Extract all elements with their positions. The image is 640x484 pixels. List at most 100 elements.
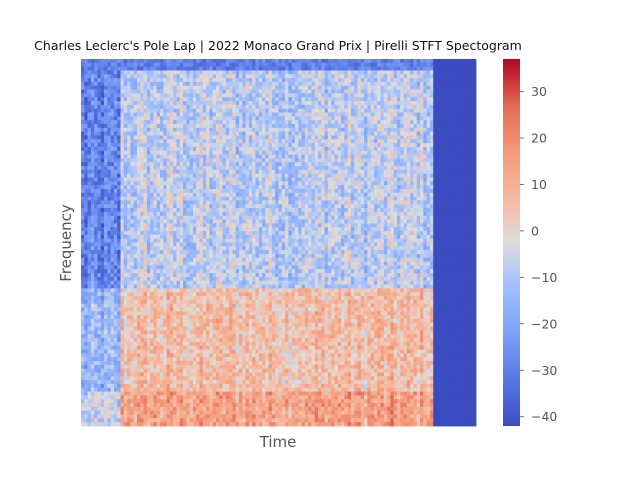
heatmap-cell [291,139,296,144]
heatmap-cell [173,181,177,186]
heatmap-cell [275,181,279,186]
heatmap-cell [439,196,444,201]
heatmap-cell [364,211,368,217]
heatmap-cell [341,120,345,125]
heatmap-cell [186,101,191,106]
heatmap-cell [117,89,121,94]
heatmap-cell [255,78,260,83]
heatmap-cell [436,173,441,178]
heatmap-cell [397,146,401,152]
heatmap-cell [100,81,105,87]
heatmap-cell [354,211,358,217]
heatmap-cell [387,116,391,121]
heatmap-cell [281,78,286,83]
heatmap-cell [298,112,302,117]
heatmap-cell [466,146,470,152]
heatmap-cell [212,70,217,75]
heatmap-cell [314,127,319,133]
heatmap-cell [90,81,95,87]
heatmap-cell [439,89,444,94]
heatmap-cell [107,200,112,205]
heatmap-cell [318,97,322,102]
heatmap-cell [90,93,95,98]
heatmap-cell [245,97,250,102]
heatmap-cell [318,85,322,90]
heatmap-cell [120,139,125,144]
heatmap-cell [400,81,404,87]
heatmap-cell [271,66,276,71]
heatmap-cell [462,59,467,64]
heatmap-cell [104,211,108,217]
heatmap-cell [472,59,477,64]
heatmap-cell [113,173,118,178]
heatmap-cell [215,85,220,90]
heatmap-cell [341,177,345,182]
heatmap-cell [337,120,342,125]
heatmap-cell [331,59,335,64]
heatmap-cell [397,158,401,163]
heatmap-cell [229,192,233,198]
heatmap-cell [176,127,181,133]
heatmap-cell [192,181,197,186]
heatmap-cell [133,74,138,79]
heatmap-cell [449,200,454,205]
heatmap-cell [456,70,460,75]
heatmap-cell [337,131,342,136]
heatmap-cell [298,62,302,68]
heatmap-cell [380,162,385,167]
heatmap-cell [140,169,144,175]
heatmap-cell [387,135,391,140]
heatmap-cell [367,127,372,133]
heatmap-cell [229,185,233,190]
heatmap-cell [113,89,118,94]
heatmap-cell [403,196,408,201]
heatmap-cell [288,162,293,167]
heatmap-cell [446,188,451,194]
heatmap-cell [370,204,375,209]
heatmap-cell [143,89,148,94]
heatmap-cell [235,211,240,217]
heatmap-cell [136,162,141,167]
heatmap-cell [311,104,316,110]
heatmap-cell [397,108,401,113]
heatmap-cell [235,127,240,133]
heatmap-cell [469,116,474,121]
heatmap-cell [206,158,210,163]
heatmap-cell [410,211,414,217]
heatmap-cell [294,127,299,133]
heatmap-cell [294,188,299,194]
heatmap-cell [341,146,345,152]
heatmap-cell [334,89,339,94]
heatmap-cell [406,104,411,110]
heatmap-cell [117,62,121,68]
heatmap-cell [268,81,273,87]
heatmap-cell [288,70,293,75]
heatmap-cell [90,166,95,171]
heatmap-cell [183,104,187,110]
heatmap-cell [186,177,191,182]
heatmap-cell [242,112,246,117]
heatmap-cell [94,127,98,133]
heatmap-cell [311,127,316,133]
heatmap-cell [169,66,174,71]
heatmap-cell [452,204,457,209]
heatmap-cell [393,112,398,117]
heatmap-cell [331,185,335,190]
heatmap-cell [308,116,312,121]
heatmap-cell [459,177,464,182]
heatmap-cell [143,97,148,102]
heatmap-cell [150,74,154,79]
heatmap-cell [215,97,220,102]
heatmap-cell [452,116,457,121]
heatmap-cell [466,192,470,198]
heatmap-cell [209,196,214,201]
heatmap-cell [334,146,339,152]
heatmap-cell [429,200,434,205]
heatmap-cell [318,116,322,121]
heatmap-cell [350,93,355,98]
heatmap-cell [387,97,391,102]
heatmap-cell [219,196,223,201]
heatmap-cell [271,78,276,83]
heatmap-cell [400,108,404,113]
heatmap-cell [248,101,253,106]
